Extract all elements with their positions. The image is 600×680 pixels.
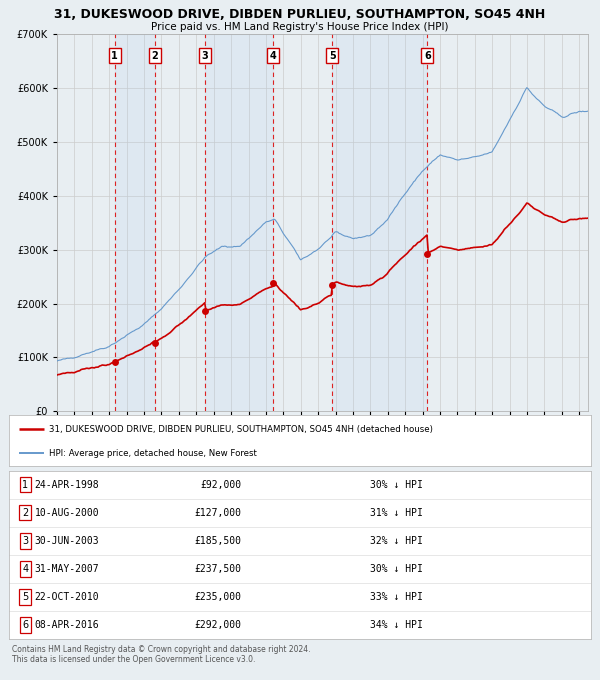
Text: HPI: Average price, detached house, New Forest: HPI: Average price, detached house, New … [49,449,256,458]
Text: 4: 4 [22,564,28,574]
Text: 2: 2 [22,508,28,517]
Text: 31-MAY-2007: 31-MAY-2007 [35,564,99,574]
Text: £185,500: £185,500 [195,536,242,546]
Text: Contains HM Land Registry data © Crown copyright and database right 2024.
This d: Contains HM Land Registry data © Crown c… [12,645,311,664]
Bar [332,34,427,411]
Text: 08-APR-2016: 08-APR-2016 [35,620,99,630]
Text: £92,000: £92,000 [200,479,242,490]
Text: 31, DUKESWOOD DRIVE, DIBDEN PURLIEU, SOUTHAMPTON, SO45 4NH: 31, DUKESWOOD DRIVE, DIBDEN PURLIEU, SOU… [55,8,545,21]
Text: £237,500: £237,500 [195,564,242,574]
Text: £292,000: £292,000 [195,620,242,630]
Text: 3: 3 [202,50,208,61]
Text: 31, DUKESWOOD DRIVE, DIBDEN PURLIEU, SOUTHAMPTON, SO45 4NH (detached house): 31, DUKESWOOD DRIVE, DIBDEN PURLIEU, SOU… [49,424,433,434]
Text: 33% ↓ HPI: 33% ↓ HPI [370,592,423,602]
Text: 31% ↓ HPI: 31% ↓ HPI [370,508,423,517]
Text: £127,000: £127,000 [195,508,242,517]
Text: Price paid vs. HM Land Registry's House Price Index (HPI): Price paid vs. HM Land Registry's House … [151,22,449,32]
Text: 30% ↓ HPI: 30% ↓ HPI [370,564,423,574]
Bar [205,34,273,411]
Text: £235,000: £235,000 [195,592,242,602]
Text: 6: 6 [22,620,28,630]
Text: 6: 6 [424,50,431,61]
Text: 5: 5 [22,592,28,602]
Text: 1: 1 [111,50,118,61]
Text: 1: 1 [22,479,28,490]
Text: 3: 3 [22,536,28,546]
Text: 30-JUN-2003: 30-JUN-2003 [35,536,99,546]
Text: 34% ↓ HPI: 34% ↓ HPI [370,620,423,630]
Text: 22-OCT-2010: 22-OCT-2010 [35,592,99,602]
Text: 5: 5 [329,50,335,61]
Text: 4: 4 [270,50,277,61]
Bar [115,34,155,411]
Text: 10-AUG-2000: 10-AUG-2000 [35,508,99,517]
Text: 24-APR-1998: 24-APR-1998 [35,479,99,490]
Text: 2: 2 [151,50,158,61]
Text: 30% ↓ HPI: 30% ↓ HPI [370,479,423,490]
Text: 32% ↓ HPI: 32% ↓ HPI [370,536,423,546]
